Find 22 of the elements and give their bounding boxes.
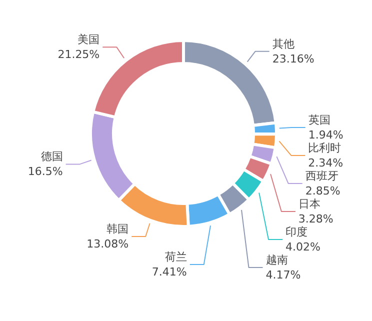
data-label: 4.02% <box>286 240 320 254</box>
data-label: 23.16% <box>272 52 314 66</box>
data-label: 1.94% <box>308 128 344 142</box>
data-label: 2.34% <box>308 156 344 170</box>
slice-label: 日本 <box>298 197 320 210</box>
slice-label: 印度 <box>286 225 308 238</box>
data-label: 3.28% <box>298 212 334 226</box>
data-label: 7.41% <box>152 265 187 278</box>
slice-label: 比利时 <box>308 141 342 154</box>
slice-label: 美国 <box>78 33 100 46</box>
slice-label: 越南 <box>266 253 288 266</box>
data-label: 2.85% <box>305 184 340 198</box>
slice-label: 英国 <box>308 113 330 126</box>
data-label: 16.5% <box>28 165 63 178</box>
slice-label: 荷兰 <box>164 250 187 264</box>
data-label: 4.17% <box>266 268 301 282</box>
slice-label: 德国 <box>40 150 63 164</box>
data-label: 13.08% <box>86 237 129 250</box>
data-label: 21.25% <box>58 48 100 62</box>
slice-label: 其他 <box>272 37 294 50</box>
slice-label: 韩国 <box>106 222 129 236</box>
slice-label: 西班牙 <box>305 169 338 182</box>
